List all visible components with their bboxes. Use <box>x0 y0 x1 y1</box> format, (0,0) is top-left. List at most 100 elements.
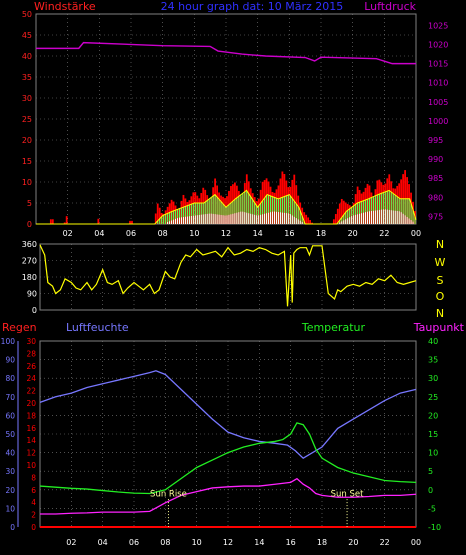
rain-y-tick-label: 6 <box>31 486 36 495</box>
temp-x-tick-label: 12 <box>223 538 233 547</box>
wind-y-tick-label: 30 <box>22 94 32 103</box>
wind-x-tick-label: 16 <box>284 229 294 238</box>
humidity-y-tick-label: 30 <box>5 467 15 476</box>
wind-y-tick-label: 25 <box>22 115 32 124</box>
wind-x-tick-label: 10 <box>189 229 199 238</box>
wind-y-tick-label: 50 <box>22 10 32 19</box>
pressure-y-tick-label: 985 <box>428 174 443 183</box>
series-line-luftfeuchte <box>39 370 417 459</box>
direction-compass-label: N <box>436 307 444 320</box>
rain-y-tick-label: 8 <box>31 473 36 482</box>
rain-y-tick-label: 18 <box>26 411 36 420</box>
direction-compass-label: W <box>435 256 446 269</box>
wind-mean-line <box>36 189 417 225</box>
rain-y-tick-label: 2 <box>31 511 36 520</box>
direction-y-tick-label: 0 <box>32 306 37 315</box>
rain-y-tick-label: 14 <box>26 436 36 445</box>
direction-compass-label: N <box>436 238 444 251</box>
temperature-y-tick-label: 40 <box>428 337 438 346</box>
rain-y-tick-label: 12 <box>26 449 36 458</box>
temp-x-tick-label: 22 <box>380 538 390 547</box>
pressure-y-tick-label: 990 <box>428 155 443 164</box>
pressure-y-tick-label: 1005 <box>428 98 448 107</box>
humidity-y-tick-label: 90 <box>5 356 15 365</box>
direction-y-tick-label: 360 <box>22 240 37 249</box>
temperature-y-tick-label: 20 <box>428 411 438 420</box>
pressure-y-tick-label: 1010 <box>428 79 448 88</box>
dewpoint-label: Taupunkt <box>413 321 465 334</box>
pressure-y-tick-label: 980 <box>428 193 443 202</box>
temperature-y-tick-label: 10 <box>428 449 438 458</box>
temperature-y-tick-label: 25 <box>428 393 438 402</box>
temperature-humidity-panel: 0102030405060708090100024681012141618202… <box>1 337 441 547</box>
rain-y-tick-label: 28 <box>26 349 36 358</box>
wind-x-tick-label: 20 <box>348 229 358 238</box>
pressure-line <box>36 41 416 65</box>
pressure-axis-title: Luftdruck <box>364 0 416 13</box>
direction-compass-label: O <box>436 290 445 303</box>
temperature-y-tick-label: 5 <box>428 467 433 476</box>
temp-x-tick-label: 16 <box>286 538 296 547</box>
humidity-y-tick-label: 40 <box>5 449 15 458</box>
wind-x-tick-label: 04 <box>94 229 104 238</box>
wind-y-tick-label: 0 <box>27 220 32 229</box>
wind-x-tick-label: 14 <box>253 229 263 238</box>
series-line-taupunkt <box>40 477 417 515</box>
wind-x-tick-label: 00 <box>411 229 421 238</box>
rain-y-tick-label: 16 <box>26 424 36 433</box>
humidity-y-tick-label: 100 <box>1 337 16 346</box>
humidity-y-tick-label: 50 <box>5 430 15 439</box>
humidity-y-tick-label: 60 <box>5 411 15 420</box>
rain-y-tick-label: 22 <box>26 387 36 396</box>
wind-x-tick-label: 18 <box>316 229 326 238</box>
rain-y-tick-label: 4 <box>31 498 36 507</box>
wind-x-tick-label: 08 <box>158 229 168 238</box>
temperature-y-tick-label: 35 <box>428 356 438 365</box>
pressure-y-tick-label: 1015 <box>428 60 448 69</box>
direction-y-tick-label: 270 <box>22 257 37 266</box>
temperature-y-tick-label: -10 <box>428 523 441 532</box>
rain-y-tick-label: 0 <box>31 523 36 532</box>
pressure-y-tick-label: 995 <box>428 136 443 145</box>
wind-y-tick-label: 35 <box>22 73 32 82</box>
temp-x-tick-label: 18 <box>317 538 327 547</box>
humidity-y-tick-label: 80 <box>5 374 15 383</box>
temp-x-tick-label: 20 <box>348 538 358 547</box>
series-line-temperatur <box>39 422 417 495</box>
wind-y-tick-label: 15 <box>22 157 32 166</box>
temperature-y-tick-label: 15 <box>428 430 438 439</box>
wind-x-tick-label: 12 <box>221 229 231 238</box>
pressure-y-tick-label: 1000 <box>428 117 448 126</box>
rain-y-tick-label: 20 <box>26 399 36 408</box>
graph-date-title: 24 hour graph dat: 10 März 2015 <box>161 0 344 13</box>
temp-x-tick-label: 14 <box>254 538 264 547</box>
pressure-y-tick-label: 1020 <box>428 41 448 50</box>
humidity-y-tick-label: 70 <box>5 393 15 402</box>
wind-y-tick-label: 10 <box>22 178 32 187</box>
direction-compass-label: S <box>437 274 444 287</box>
rain-y-tick-label: 24 <box>26 374 36 383</box>
temp-x-tick-label: 10 <box>192 538 202 547</box>
temperature-y-tick-label: -5 <box>428 504 436 513</box>
rain-label: Regen <box>2 321 37 334</box>
sun-event-label: Sun Rise <box>150 489 187 499</box>
pressure-y-tick-label: 975 <box>428 212 443 221</box>
wind-x-tick-label: 06 <box>126 229 136 238</box>
wind-x-tick-label: 02 <box>63 229 73 238</box>
humidity-y-tick-label: 10 <box>5 504 15 513</box>
direction-y-tick-label: 90 <box>27 290 37 299</box>
temperature-y-tick-label: 0 <box>428 486 433 495</box>
temp-x-tick-label: 02 <box>66 538 76 547</box>
wind-y-tick-label: 45 <box>22 31 32 40</box>
wind-y-tick-label: 20 <box>22 136 32 145</box>
temperature-label: Temperatur <box>301 321 366 334</box>
temp-x-tick-label: 06 <box>129 538 139 547</box>
wind-axis-title: Windstärke <box>34 0 96 13</box>
humidity-label: Luftfeuchte <box>66 321 129 334</box>
sun-event-label: Sun Set <box>331 489 364 499</box>
temp-x-tick-label: 08 <box>160 538 170 547</box>
temp-x-tick-label: 00 <box>411 538 421 547</box>
